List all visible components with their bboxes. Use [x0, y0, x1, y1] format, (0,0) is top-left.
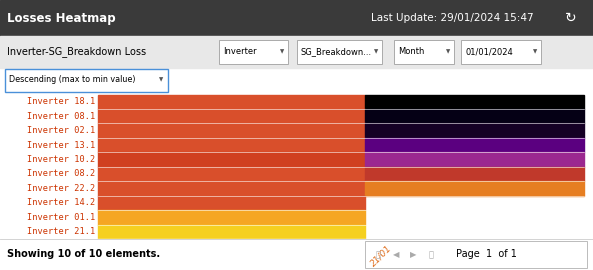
Bar: [98, 181, 365, 195]
Text: Last Update: 29/01/2024 15:47: Last Update: 29/01/2024 15:47: [371, 13, 534, 23]
Bar: [365, 138, 584, 152]
Text: 21/01: 21/01: [368, 243, 393, 268]
Text: ▼: ▼: [445, 49, 450, 55]
Text: Inverter 21.1: Inverter 21.1: [27, 227, 95, 236]
FancyBboxPatch shape: [296, 40, 382, 64]
Text: Inverter-SG_Breakdown Loss: Inverter-SG_Breakdown Loss: [7, 46, 146, 58]
FancyBboxPatch shape: [365, 241, 587, 268]
Text: Losses Heatmap: Losses Heatmap: [7, 12, 116, 25]
Text: Page  1  of 1: Page 1 of 1: [456, 249, 517, 259]
Bar: [98, 152, 365, 167]
Text: ◀: ◀: [393, 250, 399, 259]
Text: Inverter 02.1: Inverter 02.1: [27, 126, 95, 135]
Bar: [98, 109, 365, 123]
Text: Inverter: Inverter: [224, 48, 257, 56]
Text: Inverter 08.2: Inverter 08.2: [27, 170, 95, 178]
Text: ⏮: ⏮: [376, 250, 381, 259]
Text: Inverter 18.1: Inverter 18.1: [27, 97, 95, 106]
FancyBboxPatch shape: [219, 40, 288, 64]
Bar: [98, 167, 365, 181]
Bar: [0, 36, 593, 68]
Bar: [365, 123, 584, 138]
Bar: [365, 181, 584, 195]
Text: Inverter 08.1: Inverter 08.1: [27, 112, 95, 121]
Text: Inverter 13.1: Inverter 13.1: [27, 141, 95, 150]
Text: ▼: ▼: [159, 77, 164, 82]
Bar: [98, 225, 365, 239]
Text: Inverter 10.2: Inverter 10.2: [27, 155, 95, 164]
Text: ▼: ▼: [374, 49, 379, 55]
Bar: [98, 94, 365, 109]
Text: Inverter 22.2: Inverter 22.2: [27, 184, 95, 193]
Text: Month: Month: [398, 48, 425, 56]
Bar: [98, 138, 365, 152]
Bar: [98, 210, 365, 225]
Text: ▼: ▼: [533, 49, 538, 55]
Text: ▼: ▼: [279, 49, 284, 55]
Bar: [365, 109, 584, 123]
Text: Showing 10 of 10 elements.: Showing 10 of 10 elements.: [7, 249, 160, 259]
Text: ⏭: ⏭: [429, 250, 433, 259]
Text: Descending (max to min value): Descending (max to min value): [9, 75, 136, 85]
Text: SG_Breakdown...: SG_Breakdown...: [301, 48, 372, 56]
Bar: [98, 123, 365, 138]
FancyBboxPatch shape: [461, 40, 541, 64]
Text: Inverter 14.2: Inverter 14.2: [27, 198, 95, 207]
Text: ▶: ▶: [410, 250, 416, 259]
Bar: [365, 167, 584, 181]
Text: ↻: ↻: [565, 11, 576, 25]
Bar: [365, 152, 584, 167]
Text: 01/01/2024: 01/01/2024: [466, 48, 514, 56]
Bar: [365, 94, 584, 109]
Bar: [0, 0, 593, 36]
Bar: [0, 239, 593, 270]
FancyBboxPatch shape: [394, 40, 454, 64]
Text: Inverter 01.1: Inverter 01.1: [27, 213, 95, 222]
FancyBboxPatch shape: [5, 69, 168, 92]
Bar: [98, 195, 365, 210]
